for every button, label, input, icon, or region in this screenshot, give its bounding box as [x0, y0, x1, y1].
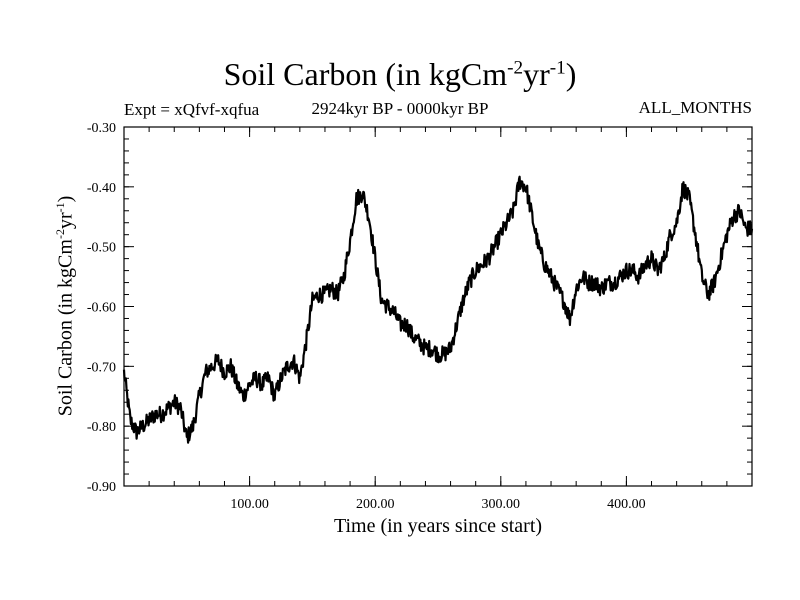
- y-tick-label: -0.50: [87, 241, 116, 256]
- y-tick-label: -0.30: [87, 121, 116, 136]
- chart-title: Soil Carbon (in kgCm-2yr-1): [223, 56, 577, 92]
- x-tick-label: 100.00: [230, 497, 269, 512]
- plot-frame: [123, 126, 753, 487]
- y-tick-label: -0.70: [87, 360, 116, 375]
- y-tick-label: -0.40: [87, 181, 116, 196]
- y-axis-label: Soil Carbon (in kgCm-2yr-1): [52, 195, 77, 417]
- experiment-label: Expt = xQfvf-xqfua: [124, 100, 260, 119]
- x-tick-label: 200.00: [356, 497, 395, 512]
- x-tick-label: 400.00: [607, 497, 646, 512]
- time-period-label: 2924kyr BP - 0000kyr BP: [311, 99, 489, 118]
- y-tick-label: -0.60: [87, 301, 116, 316]
- x-tick-label: 300.00: [482, 497, 521, 512]
- y-tick-label: -0.80: [87, 420, 116, 435]
- months-label: ALL_MONTHS: [638, 98, 752, 117]
- axis-ticks: 100.00 200.00 300.00 400.00 -0.30 -0.40 -0.50 -…: [87, 121, 752, 512]
- series-line: [122, 175, 754, 444]
- x-axis-label: Time (in years since start): [333, 515, 543, 537]
- y-tick-label: -0.90: [87, 480, 116, 495]
